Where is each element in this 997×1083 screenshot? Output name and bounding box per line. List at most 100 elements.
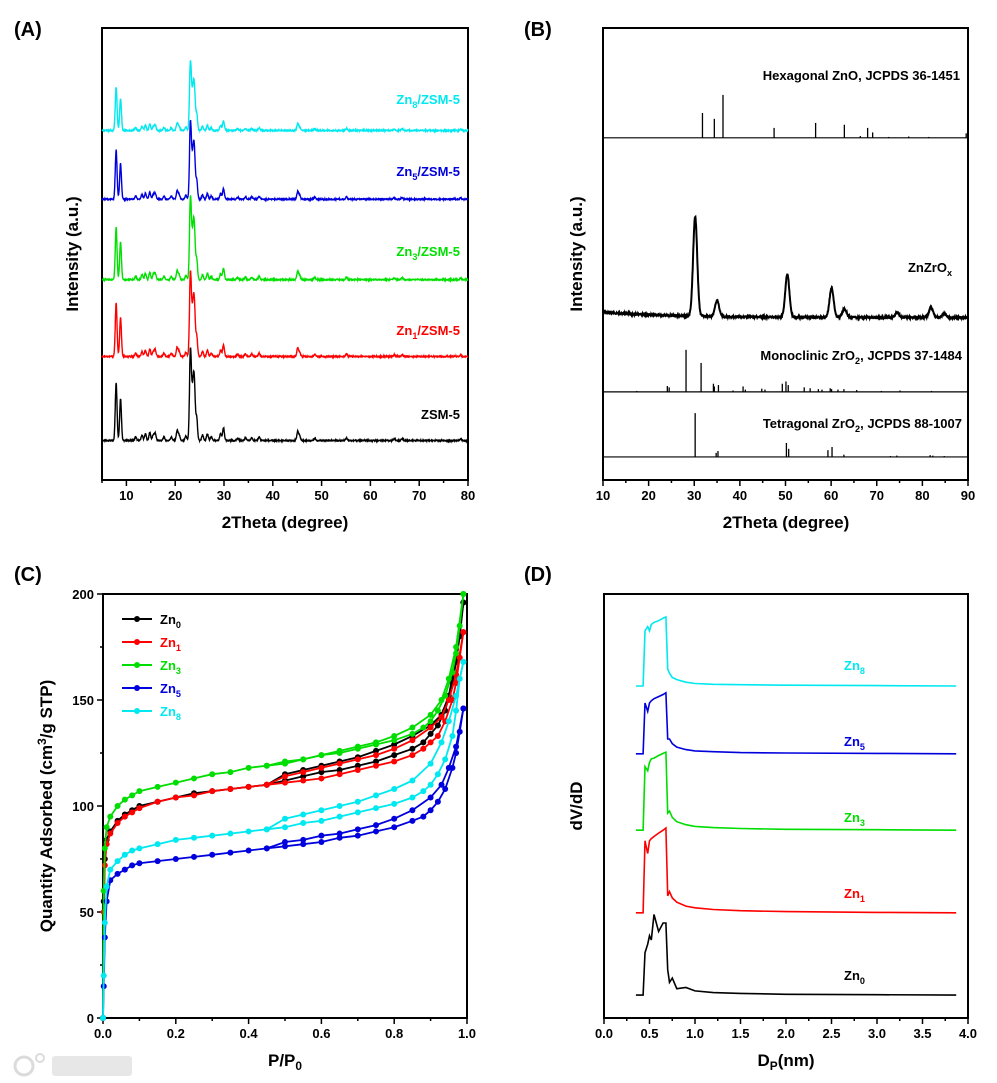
x-tick-label: 0.0 — [94, 1026, 112, 1041]
adsorption-point — [300, 819, 307, 826]
label-text: Quantity Adsorbed (cm — [37, 745, 56, 932]
adsorption-point — [191, 834, 197, 841]
xrd-curve — [101, 119, 469, 203]
x-axis-title: 2Theta (degree) — [222, 513, 349, 532]
adsorption-point — [434, 771, 441, 778]
adsorption-point — [420, 788, 427, 795]
adsorption-point — [282, 779, 288, 786]
adsorption-point — [154, 783, 161, 790]
adsorption-point — [336, 813, 343, 820]
adsorption-point — [373, 828, 379, 835]
series-label: Zn3/ZSM-5 — [396, 244, 460, 262]
series-label: Zn5/ZSM-5 — [396, 164, 460, 182]
x-tick-label: 0.6 — [312, 1026, 330, 1041]
adsorption-point — [391, 758, 398, 765]
xrd-curve — [101, 347, 469, 444]
panel-b-xrd-znzrox: (B) 10 20 30 40 50 60 70 80 90 2Theta (degree) Inte… — [524, 19, 975, 532]
desorption-point — [354, 826, 361, 833]
adsorption-point — [136, 805, 143, 812]
adsorption-point — [121, 796, 128, 803]
desorption-point — [409, 807, 416, 814]
adsorption-point — [129, 809, 136, 816]
series-label: Zn1 — [844, 886, 865, 904]
legend-label: Zn3 — [160, 658, 181, 676]
label-text: /ZSM-5 — [417, 164, 460, 179]
adsorption-point — [336, 834, 343, 841]
x-tick-label: 0.4 — [240, 1026, 259, 1041]
desorption-point — [409, 737, 416, 744]
label-text: P/P — [268, 1051, 295, 1070]
series-label: Zn5 — [844, 734, 865, 752]
adsorption-point — [121, 851, 128, 858]
adsorption-point — [136, 860, 143, 867]
adsorption-point — [434, 722, 441, 729]
desorption-point — [427, 760, 434, 767]
desorption-point — [318, 752, 325, 759]
xrd-curve — [101, 270, 469, 360]
x-tick-label: 70 — [412, 488, 426, 503]
x-tick-label: 3.0 — [868, 1026, 886, 1041]
adsorption-point — [209, 832, 216, 839]
adsorption-point — [449, 733, 456, 740]
adsorption-point — [354, 762, 361, 769]
desorption-point — [409, 777, 416, 784]
label-text: , JCPDS 37-1484 — [860, 348, 963, 363]
plot-frame — [101, 27, 469, 481]
desorption-point — [427, 794, 434, 801]
adsorption-point — [191, 853, 197, 860]
y-axis-title: Quantity Adsorbed (cm3/g STP) — [35, 680, 56, 933]
desorption-point — [453, 692, 460, 699]
adsorption-point — [409, 817, 416, 824]
panel-tag: (C) — [14, 564, 42, 586]
label-text: ZSM-5 — [421, 407, 460, 422]
label-text: Intensity (a.u.) — [63, 196, 82, 311]
adsorption-point — [209, 771, 216, 778]
subscript-text: 0 — [295, 1059, 302, 1073]
label-text: Intensity (a.u.) — [567, 196, 586, 311]
watermark-logo — [13, 1053, 132, 1077]
panel-a-xrd-zsm5: (A) 10 20 30 40 50 60 70 80 2Theta (degree) Intens… — [14, 19, 475, 532]
adsorption-point — [103, 883, 110, 890]
adsorption-curve — [102, 602, 465, 1019]
adsorption-point — [114, 858, 121, 865]
panel-tag: (B) — [524, 19, 552, 41]
adsorption-point — [114, 803, 121, 809]
adsorption-point — [209, 788, 216, 795]
pattern-label: ZnZrOx — [908, 260, 952, 278]
label-text: (nm) — [778, 1051, 815, 1070]
x-tick-label: 50 — [778, 488, 792, 503]
desorption-point — [354, 743, 361, 750]
adsorption-point — [245, 828, 252, 835]
label-text: Zn — [844, 658, 860, 673]
adsorption-point — [409, 794, 416, 801]
label-text: Zn — [844, 810, 860, 825]
plot-frame — [102, 593, 468, 1019]
desorption-point — [391, 786, 398, 793]
desorption-point — [445, 764, 452, 771]
x-tick-label: 50 — [314, 488, 328, 503]
adsorption-point — [318, 839, 325, 846]
adsorption-point — [114, 819, 121, 826]
adsorption-point — [191, 775, 197, 782]
desorption-point — [438, 697, 445, 703]
adsorption-point — [121, 813, 128, 820]
y-tick-label: 50 — [80, 905, 94, 920]
adsorption-point — [391, 824, 398, 831]
panel-c-n2-isotherms: (C)0.0 0.2 0.4 0.6 0.8 1.0050100150200P/P0Qua… — [14, 564, 476, 1073]
legend-label: Zn1 — [160, 635, 181, 653]
adsorption-point — [227, 769, 234, 776]
adsorption-point — [336, 766, 343, 773]
label-text: Zn — [396, 92, 412, 107]
reference-label: Hexagonal ZnO, JCPDS 36-1451 — [763, 68, 960, 83]
adsorption-point — [101, 919, 108, 926]
label-text: Zn — [160, 612, 176, 627]
x-tick-label: 30 — [217, 488, 231, 503]
x-tick-label: 80 — [915, 488, 929, 503]
adsorption-point — [427, 739, 434, 746]
x-axis-title: DP(nm) — [757, 1051, 814, 1073]
reference-label: Monoclinic ZrO2, JCPDS 37-1484 — [760, 348, 962, 366]
adsorption-point — [172, 856, 179, 862]
legend-marker — [134, 639, 140, 645]
x-tick-label: 1.0 — [458, 1026, 476, 1041]
desorption-point — [373, 822, 379, 829]
